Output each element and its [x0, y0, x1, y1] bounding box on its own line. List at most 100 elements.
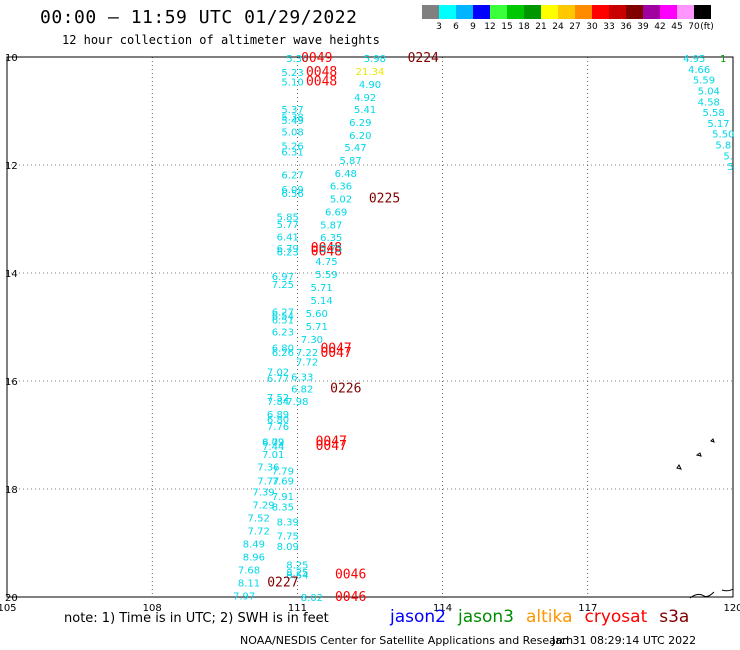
wave-height-label: 7.69 [272, 476, 294, 487]
wave-height-label: 6.51 [272, 315, 294, 326]
wave-height-label: 6.80 [272, 344, 294, 355]
wave-height-label: 6.31 [281, 148, 303, 159]
wave-height-label: 8.54 [286, 570, 308, 581]
wave-height-label: 21.34 [356, 67, 385, 78]
wave-height-label: 7.22 [296, 348, 318, 359]
pass-time-label: 0047 [316, 434, 347, 449]
coastline [689, 588, 734, 599]
mission-legend: jason2 jason3 altika cryosat s3a [390, 607, 701, 627]
wave-height-label: 5.17 [707, 119, 729, 130]
wave-height-label: 7.76 [267, 422, 289, 433]
legend-swatch [609, 5, 626, 19]
legend-swatch [439, 5, 456, 19]
wave-height-label: 5.60 [306, 309, 328, 320]
legend-swatch [490, 5, 507, 19]
wave-height-label: 6.69 [325, 207, 347, 218]
lon-tick-label: 105 [0, 603, 17, 614]
legend-label: 39 [637, 22, 649, 32]
wave-height-label: 5.37 [281, 105, 303, 116]
map-frame [6, 56, 734, 598]
wave-height-label: 5.58 [703, 108, 725, 119]
legend-swatch [626, 5, 643, 19]
wave-height-label: 5.38 [281, 112, 303, 123]
mission-s3a: s3a [659, 607, 690, 627]
wave-height-label: 6.26 [272, 348, 294, 359]
credit-text: NOAA/NESDIS Center for Satellite Applica… [240, 634, 574, 647]
pass-time-label: 0047 [320, 342, 351, 357]
generation-timestamp: Jan 31 08:29:14 UTC 2022 [552, 634, 697, 647]
legend-swatch [473, 5, 490, 19]
wave-height-label: 5.10 [281, 77, 303, 88]
mission-altika: altika [526, 607, 573, 627]
wave-height-label: 5.49 [281, 116, 303, 127]
wave-height-label: 6.36 [330, 182, 352, 193]
lat-tick-label: 10 [5, 53, 18, 64]
pass-time-label: 0046 [335, 590, 366, 605]
legend-swatch [558, 5, 575, 19]
wave-height-label: 5.87 [320, 220, 342, 231]
wave-height-label: 6.23 [277, 247, 299, 258]
wave-height-label: 4.90 [359, 80, 381, 91]
mission-jason3: jason3 [458, 607, 514, 627]
wave-height-label: 8.49 [243, 540, 265, 551]
wave-height-label: 7.75 [277, 531, 299, 542]
wave-height-label: 5.98 [364, 54, 386, 65]
wave-height-label: 7.01 [262, 450, 284, 461]
wave-height-label: 7.68 [238, 565, 260, 576]
wave-height-label: 7.97 [233, 591, 255, 602]
legend-label: 12 [484, 22, 496, 32]
wave-height-label: 8.09 [277, 542, 299, 553]
legend-swatch [507, 5, 524, 19]
lon-tick-label: 114 [433, 603, 452, 614]
chart-subtitle: 12 hour collection of altimeter wave hei… [62, 33, 380, 47]
wave-height-label: 8.09 [262, 437, 284, 448]
pass-time-label: 0225 [369, 191, 400, 206]
wave-height-label: 5.36 [286, 54, 308, 65]
wave-height-label: 8.11 [238, 578, 260, 589]
wave-height-label: 5.59 [693, 76, 715, 87]
legend-label: 18 [518, 22, 530, 32]
legend-swatch [456, 5, 473, 19]
pass-time-label: 0048 [306, 65, 337, 80]
wave-height-label: 5.04 [698, 86, 720, 97]
legend-swatch [643, 5, 660, 19]
wave-height-label: 4.95 [683, 54, 705, 65]
wave-height-label: 6.72 [262, 437, 284, 448]
island-outline [695, 452, 702, 457]
wave-height-label: 4.58 [698, 97, 720, 108]
legend-label: 30 [586, 22, 598, 32]
lat-tick-label: 12 [5, 161, 18, 172]
legend-swatch [592, 5, 609, 19]
pass-time-label: 0046 [335, 567, 366, 582]
chart-title: 00:00 — 11:59 UTC 01/29/2022 [40, 7, 358, 28]
mission-jason2: jason2 [390, 607, 446, 627]
wave-height-label: 6.27 [272, 307, 294, 318]
island-outline [710, 438, 715, 443]
legend-swatch [660, 5, 677, 19]
wave-height-label: 5.87 [340, 156, 362, 167]
wave-height-label: 5.8 [715, 140, 731, 151]
lon-tick-label: 120 [723, 603, 740, 614]
wave-height-label: 7.91 [272, 492, 294, 503]
wave-height-label: 7.36 [257, 462, 279, 473]
legend-label: 21 [535, 22, 547, 32]
legend-label: 42 [654, 22, 666, 32]
wave-height-label: 7.02 [267, 367, 289, 378]
pass-time-label: 0047 [316, 439, 347, 454]
wave-height-label: 7.52 [267, 393, 289, 404]
wave-height-label: 4.66 [688, 65, 710, 76]
wave-height-label: 4.75 [315, 257, 337, 268]
wave-height-label: 6.79 [277, 244, 299, 255]
wave-height-label: 7.98 [286, 397, 308, 408]
legend-label: 27 [569, 22, 581, 32]
legend-unit: (ft) [700, 22, 714, 32]
wave-height-label: 6.35 [320, 233, 342, 244]
wave-height-label: 5.59 [315, 270, 337, 281]
legend-label: 33 [603, 22, 615, 32]
credit-line: NOAA/NESDIS Center for Satellite Applica… [240, 634, 696, 647]
wave-height-label: 6.97 [272, 272, 294, 283]
pass-time-label: 0227 [267, 575, 298, 590]
lat-tick-label: 14 [5, 269, 18, 280]
legend-label: 70 [688, 22, 700, 32]
pass-time-label: 0047 [320, 346, 351, 361]
